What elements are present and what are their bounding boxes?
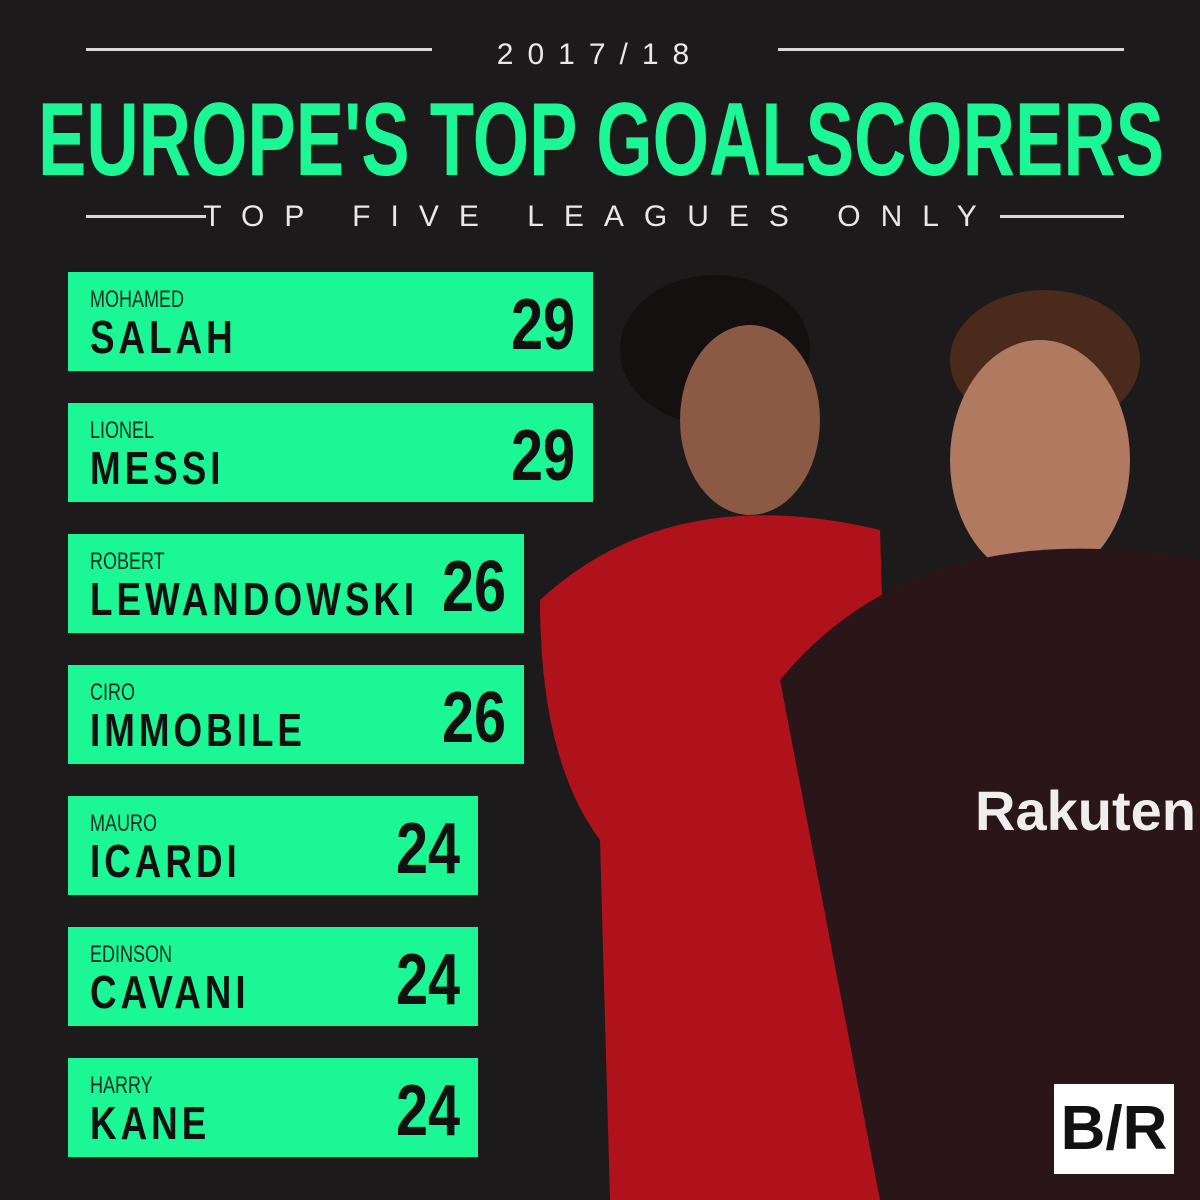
player-last-name: ICARDI xyxy=(90,835,241,887)
player-first-name: CIRO xyxy=(90,679,135,706)
player-last-name: LEWANDOWSKI xyxy=(90,573,419,625)
player-first-name: EDINSON xyxy=(90,941,173,968)
goals-value: 24 xyxy=(395,1071,460,1151)
title-svg: EUROPE'S TOP GOALSCORERS xyxy=(38,82,1164,190)
goals-value: 26 xyxy=(441,678,506,758)
player-photos: Rakuten xyxy=(540,275,1200,1200)
bar-cavani: EDINSON CAVANI 24 xyxy=(68,927,478,1026)
subtitle: TOP FIVE LEAGUES ONLY xyxy=(203,200,997,233)
bar-icardi: MAURO ICARDI 24 xyxy=(68,796,478,895)
player-first-name: LIONEL xyxy=(90,417,155,444)
top-left-rule xyxy=(86,48,432,51)
bar-immobile: CIRO IMMOBILE 26 xyxy=(68,665,524,764)
player-first-name: MAURO xyxy=(90,810,158,837)
messi-shirt xyxy=(780,548,1200,1200)
goals-value: 29 xyxy=(510,416,575,496)
bar-messi: LIONEL MESSI 29 xyxy=(68,403,593,502)
shirt-sponsor-logo: Rakuten xyxy=(975,779,1196,842)
br-logo: B/R xyxy=(1054,1084,1174,1174)
sub-left-rule xyxy=(86,215,206,218)
player-last-name: CAVANI xyxy=(90,966,250,1018)
goals-value: 24 xyxy=(395,940,460,1020)
bar-salah: MOHAMED SALAH 29 xyxy=(68,272,593,371)
goals-value: 26 xyxy=(441,547,506,627)
player-first-name: HARRY xyxy=(90,1072,153,1099)
player-last-name: KANE xyxy=(90,1097,211,1149)
bar-kane: HARRY KANE 24 xyxy=(68,1058,478,1157)
player-first-name: MOHAMED xyxy=(90,286,185,313)
page-title: EUROPE'S TOP GOALSCORERS xyxy=(38,82,1164,190)
player-first-name: ROBERT xyxy=(90,548,165,575)
bar-lewandowski: ROBERT LEWANDOWSKI 26 xyxy=(68,534,524,633)
goals-value: 29 xyxy=(510,285,575,365)
goals-value: 24 xyxy=(395,809,460,889)
salah-face xyxy=(680,325,820,515)
player-last-name: MESSI xyxy=(90,442,225,494)
season-label: 2017/18 xyxy=(496,38,704,71)
player-last-name: IMMOBILE xyxy=(90,704,306,756)
player-last-name: SALAH xyxy=(90,311,237,363)
sub-right-rule xyxy=(1000,215,1124,218)
messi-face xyxy=(950,340,1130,580)
top-right-rule xyxy=(778,48,1124,51)
